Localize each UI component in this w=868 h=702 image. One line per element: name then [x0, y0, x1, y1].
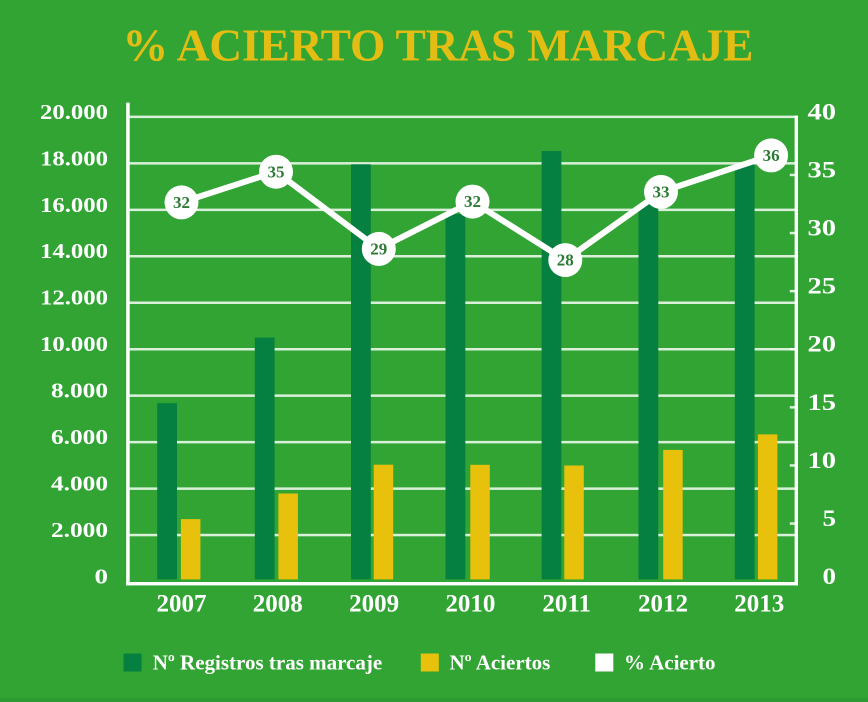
svg-text:33: 33: [653, 183, 670, 202]
svg-text:2010: 2010: [445, 590, 495, 617]
svg-text:32: 32: [464, 192, 481, 211]
svg-text:32: 32: [173, 193, 190, 212]
svg-text:12.000: 12.000: [40, 286, 108, 310]
svg-text:40: 40: [808, 99, 837, 124]
svg-text:15: 15: [808, 390, 837, 415]
svg-text:20: 20: [808, 332, 837, 357]
svg-text:28: 28: [557, 251, 574, 270]
svg-text:2009: 2009: [349, 590, 399, 617]
svg-text:36: 36: [763, 146, 780, 165]
svg-text:14.000: 14.000: [40, 239, 108, 263]
svg-text:2012: 2012: [638, 590, 688, 617]
svg-text:29: 29: [370, 240, 387, 259]
svg-text:2011: 2011: [542, 590, 591, 617]
svg-text:Nº Registros tras marcaje: Nº Registros tras marcaje: [153, 650, 383, 674]
svg-text:35: 35: [808, 157, 837, 182]
svg-text:25: 25: [808, 274, 837, 299]
svg-text:4.000: 4.000: [51, 472, 108, 496]
svg-text:5: 5: [823, 506, 837, 531]
svg-text:2007: 2007: [157, 590, 207, 617]
svg-text:10.000: 10.000: [40, 332, 108, 356]
svg-text:6.000: 6.000: [51, 425, 108, 449]
svg-text:2008: 2008: [253, 590, 303, 617]
svg-text:35: 35: [268, 162, 285, 181]
svg-text:2.000: 2.000: [51, 518, 108, 542]
svg-text:% ACIERTO TRAS MARCAJE: % ACIERTO TRAS MARCAJE: [123, 20, 754, 71]
svg-text:30: 30: [808, 216, 837, 241]
svg-text:Nº Aciertos: Nº Aciertos: [450, 650, 551, 674]
svg-text:0: 0: [95, 565, 109, 589]
svg-text:10: 10: [808, 448, 837, 473]
svg-text:0: 0: [823, 564, 837, 589]
svg-text:% Acierto: % Acierto: [624, 650, 716, 674]
svg-text:8.000: 8.000: [51, 379, 108, 403]
svg-text:2013: 2013: [734, 590, 784, 617]
svg-text:20.000: 20.000: [40, 100, 108, 124]
svg-text:16.000: 16.000: [40, 193, 108, 217]
svg-text:18.000: 18.000: [40, 146, 108, 170]
